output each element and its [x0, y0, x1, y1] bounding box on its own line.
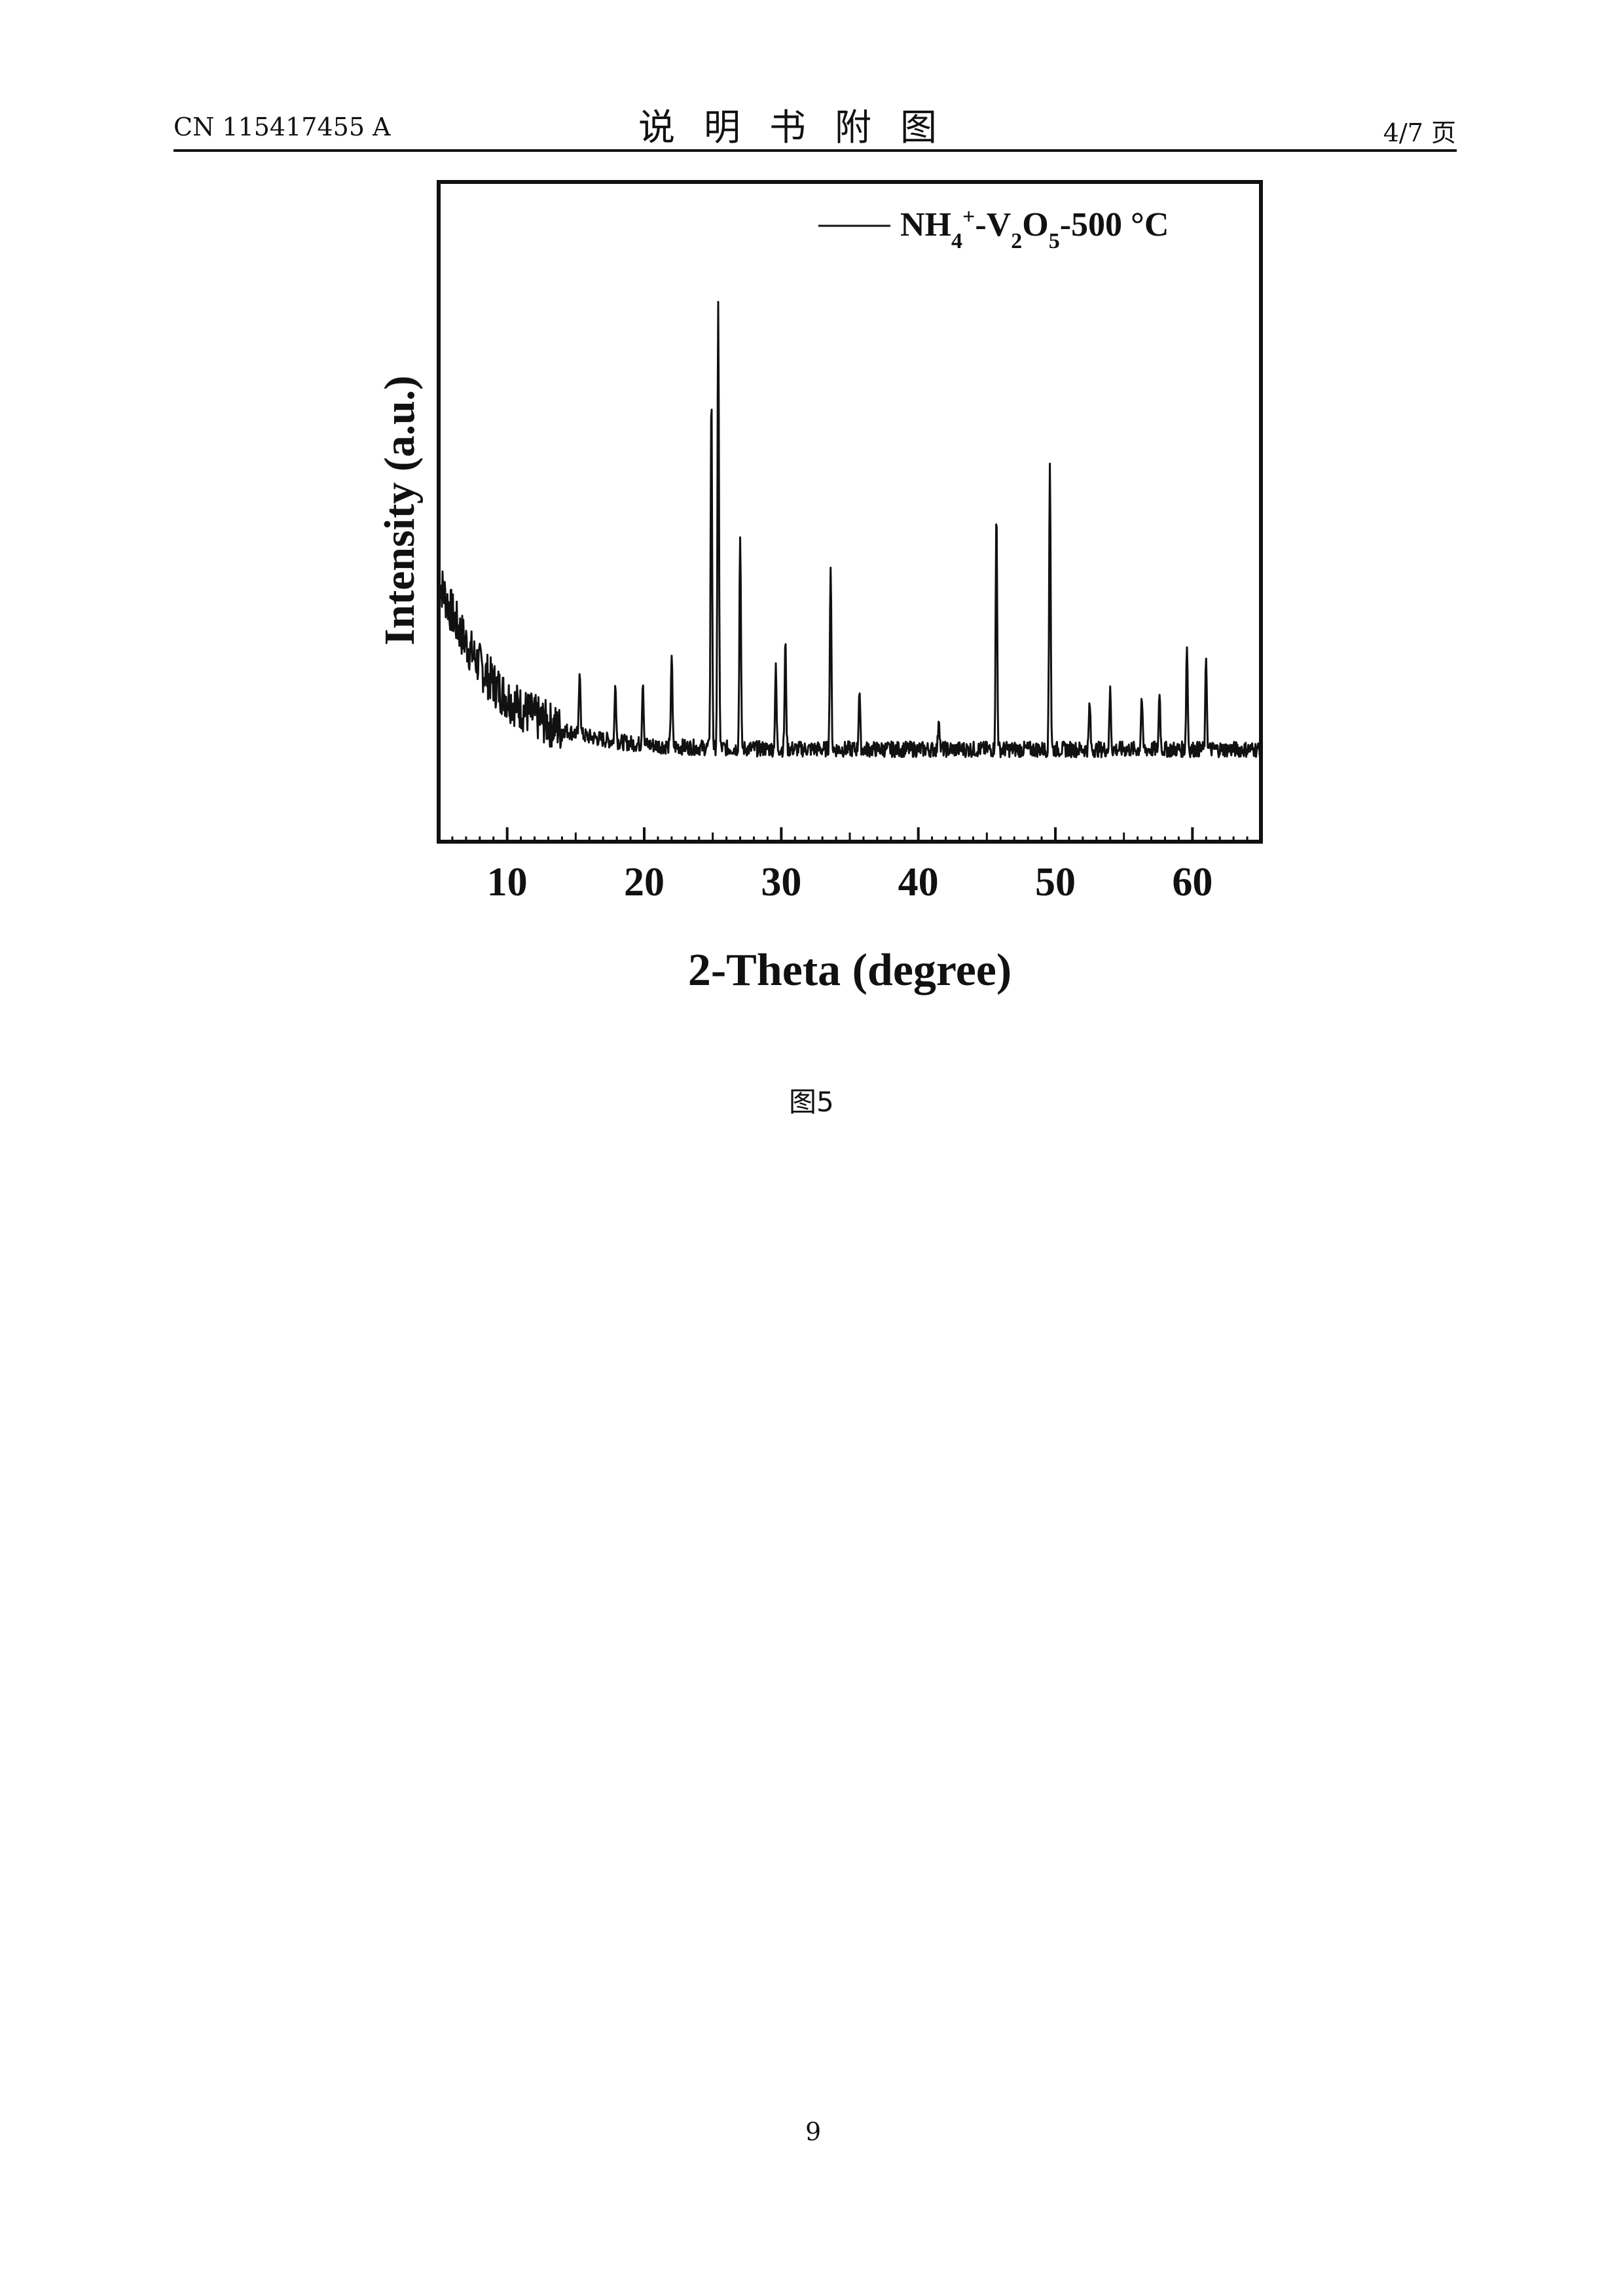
x-axis-label: 2-Theta (degree)	[688, 945, 1012, 996]
legend-label: NH4+-V2O5-500 °C	[900, 205, 1169, 253]
y-axis-label: Intensity (a.u.)	[376, 376, 424, 646]
series-line	[437, 300, 1262, 759]
figure-caption: 图5	[789, 1086, 834, 1118]
xrd-chart: 10 20 30 40 50 60 NH4+-V2O5-500 °C Intensity …	[376, 180, 1263, 996]
x-tick-labels: 10 20 30 40 50 60	[487, 860, 1213, 905]
x-tick-label: 30	[761, 860, 801, 905]
page-title: 说明书附图	[638, 107, 966, 149]
page-count: 4/7 页	[1383, 118, 1456, 147]
header-rule	[173, 149, 1457, 152]
x-tick-label: 40	[898, 860, 939, 905]
patent-number: CN 115417455 A	[173, 113, 391, 141]
x-tick-label: 50	[1035, 860, 1076, 905]
x-tick-label: 10	[487, 860, 528, 905]
x-tick-label: 60	[1172, 860, 1213, 905]
x-ticks	[437, 827, 1262, 842]
page-number: 9	[805, 2117, 822, 2146]
x-tick-label: 20	[624, 860, 665, 905]
